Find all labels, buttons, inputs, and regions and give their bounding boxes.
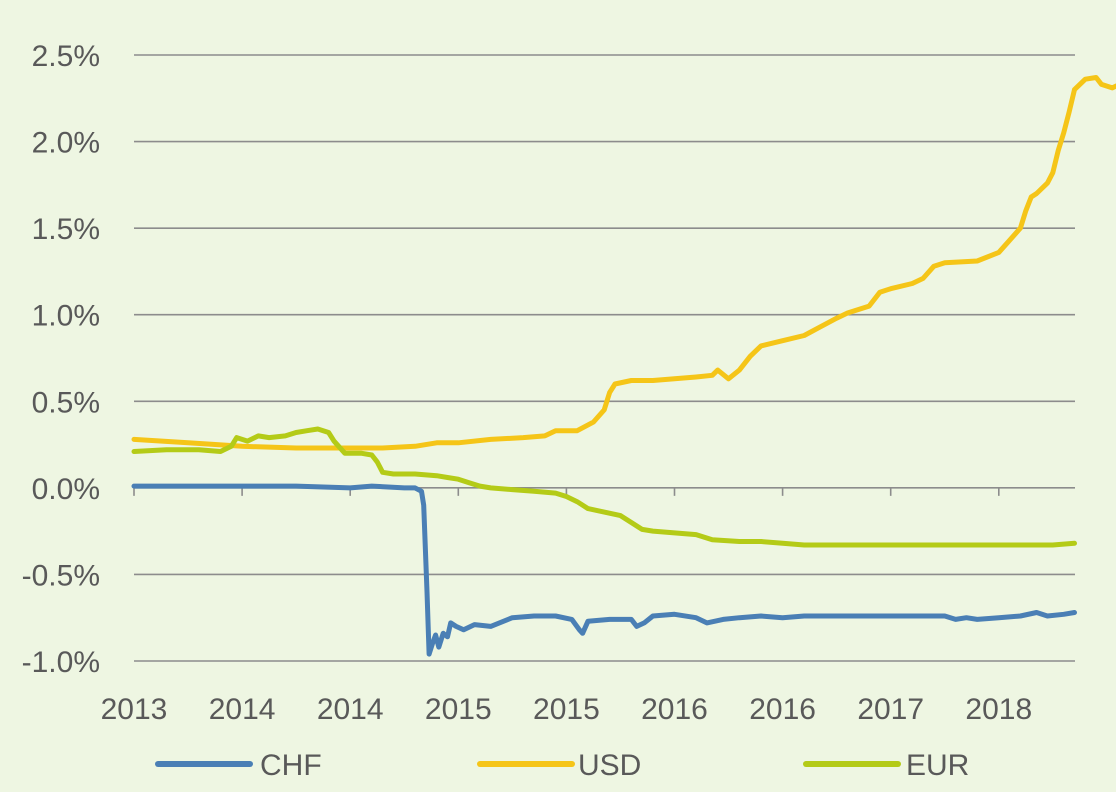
series-line-eur [131,426,1077,548]
legend-label-eur: EUR [906,749,969,782]
x-tick-label: 2017 [857,693,924,726]
y-axis-tick-labels: 2.5% 2.0% 1.5% 1.0% 0.5% 0.0% -0.5% -1.0% [22,40,100,679]
x-tick-label: 2013 [101,693,168,726]
legend: CHF USD EUR [155,749,969,782]
y-tick-label: 0.5% [32,386,100,419]
x-tick-label: 2016 [641,693,708,726]
y-tick-label: 0.0% [32,473,100,506]
y-tick-label: 1.5% [32,213,100,246]
x-axis: 2013 2014 2014 2015 2015 2016 2016 2017 2018 [101,487,1075,726]
y-tick-label: -1.0% [22,646,100,679]
series-line-chf [131,483,1077,657]
x-tick-label: 2018 [965,693,1032,726]
x-tick-label: 2015 [533,693,600,726]
legend-label-chf: CHF [260,749,322,782]
y-tick-label: 2.0% [32,127,100,160]
y-tick-label: 1.0% [32,300,100,333]
x-tick-label: 2014 [209,693,276,726]
series-line-usd [131,75,1116,451]
y-tick-label: -0.5% [22,559,100,592]
y-tick-label: 2.5% [32,40,100,73]
series-lines [131,75,1116,657]
x-tick-label: 2016 [749,693,816,726]
legend-label-usd: USD [578,749,641,782]
x-tick-label: 2014 [317,693,384,726]
x-tick-label: 2015 [425,693,492,726]
